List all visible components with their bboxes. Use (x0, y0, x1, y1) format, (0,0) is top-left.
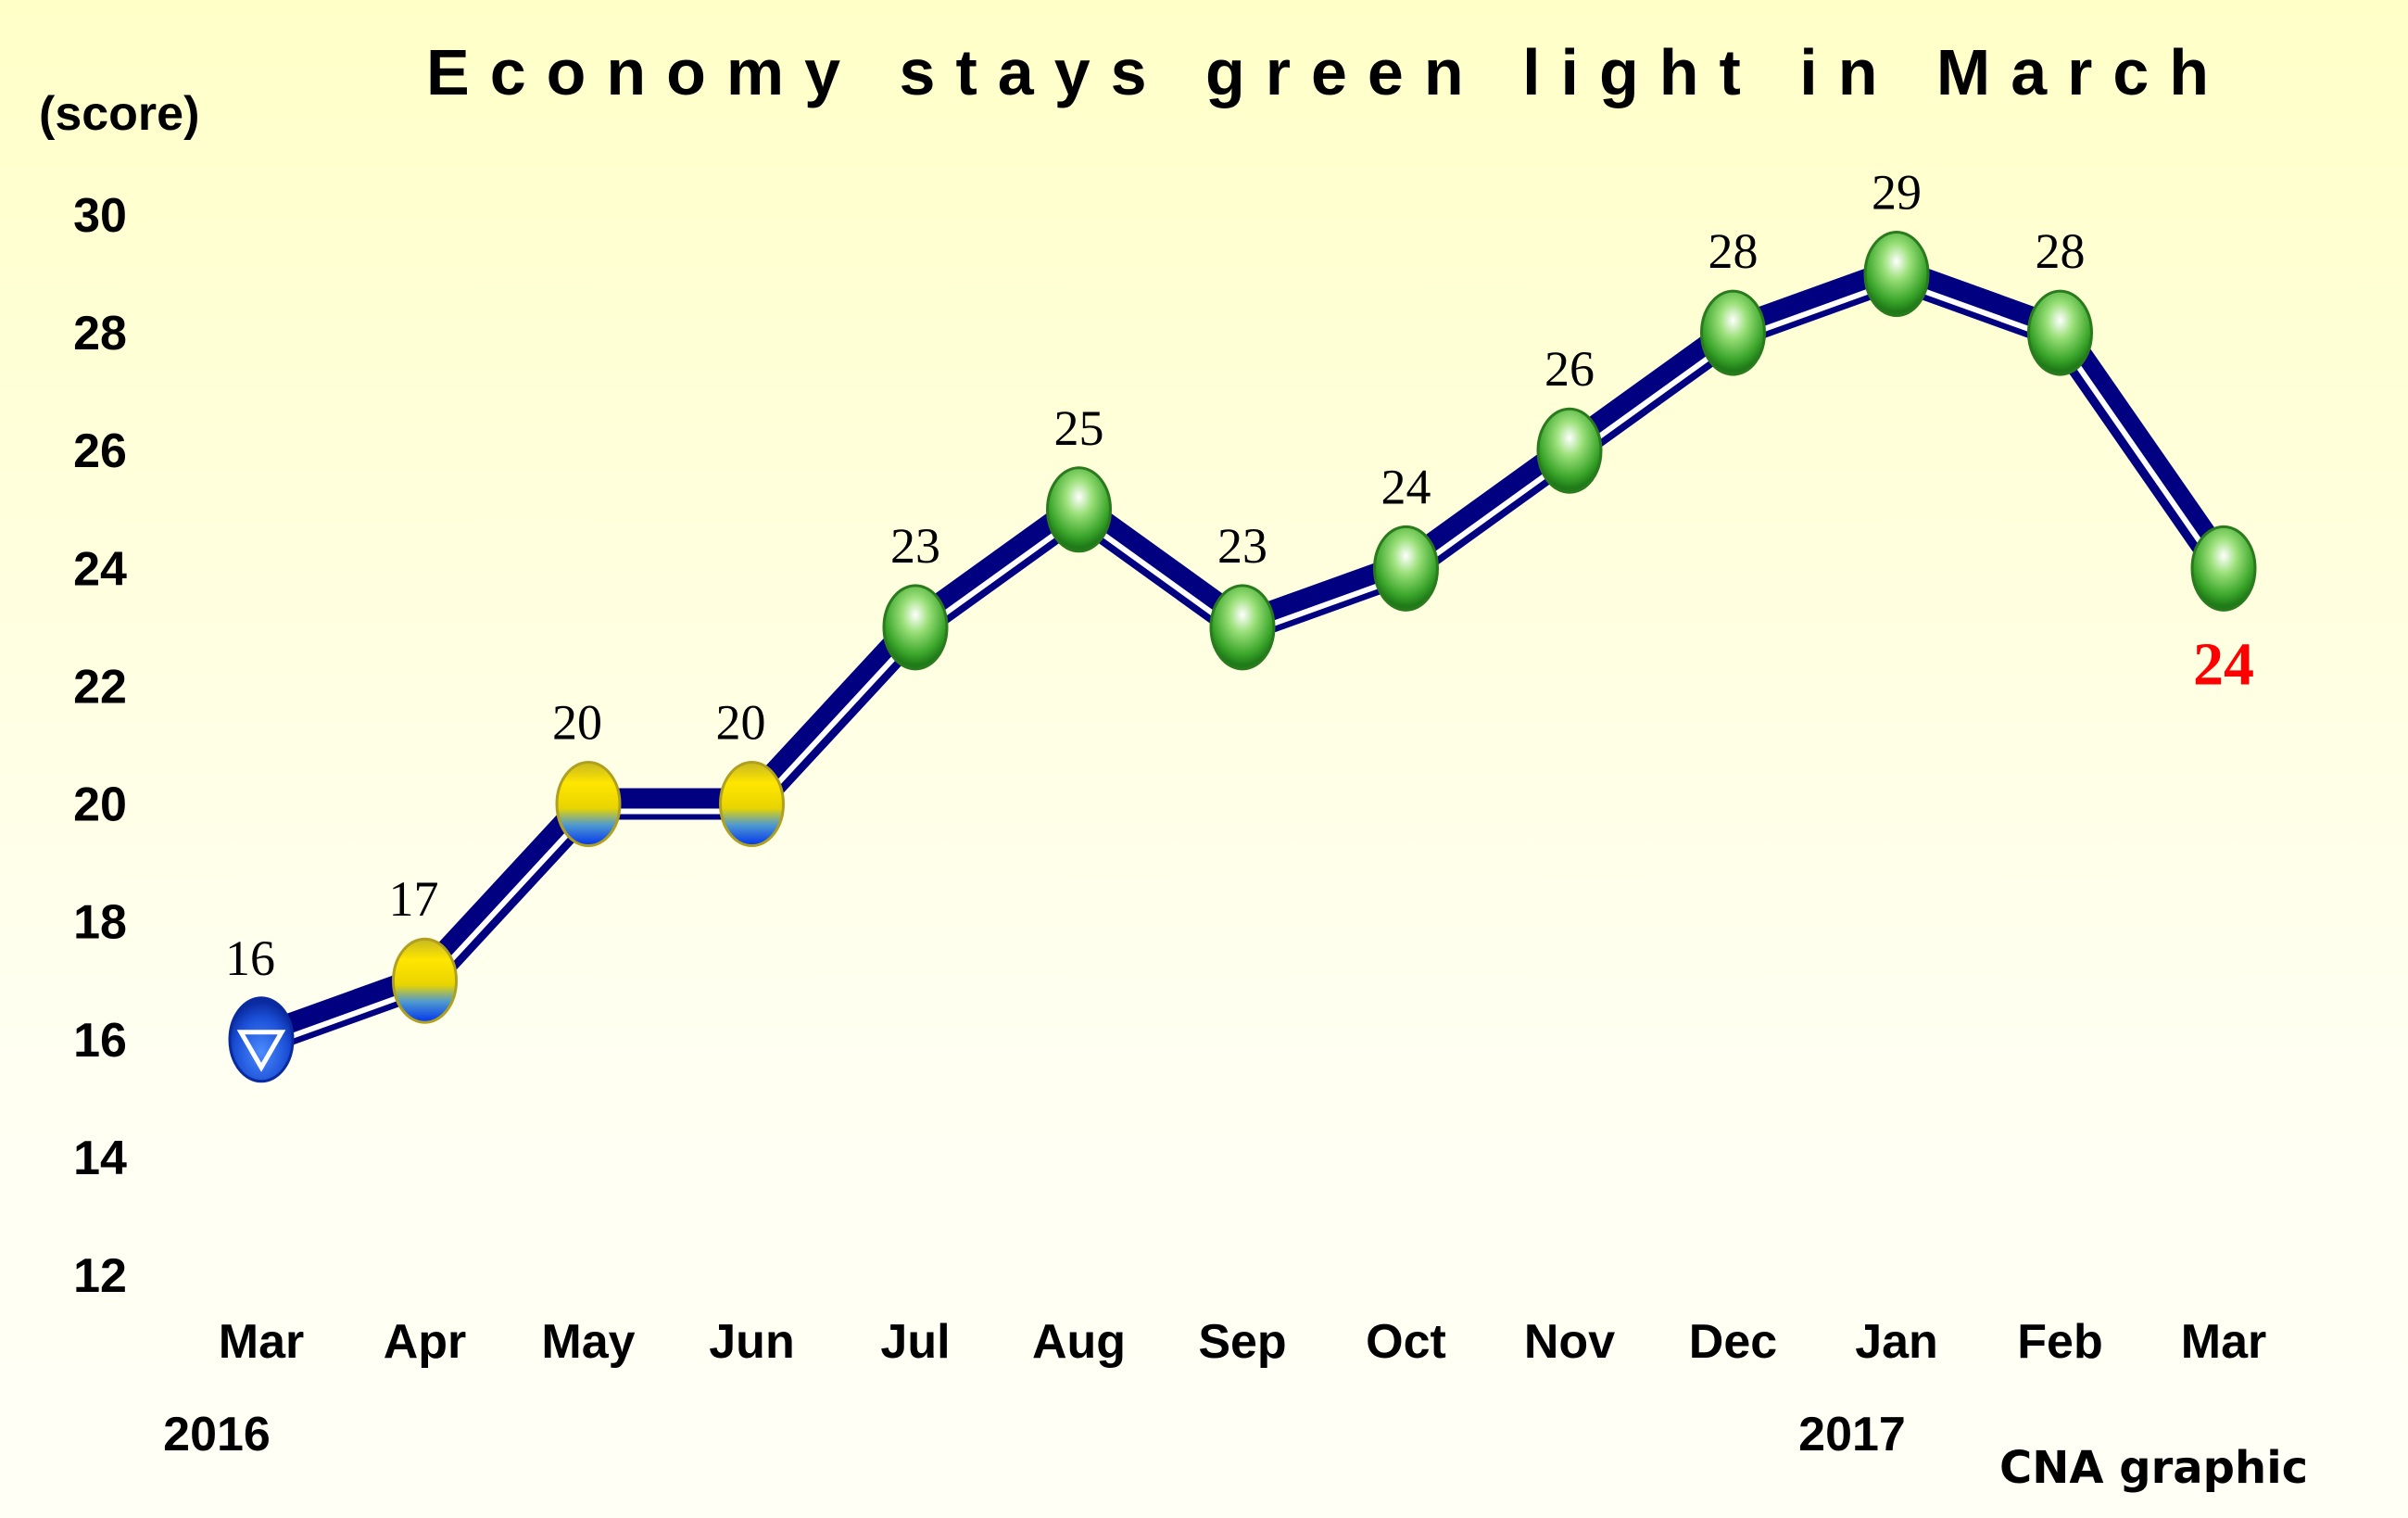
down-triangle-icon (236, 1030, 286, 1072)
data-point-yellow-blue (392, 937, 458, 1024)
y-tick-label: 26 (73, 424, 127, 478)
x-tick-label: Aug (1032, 1315, 1126, 1369)
data-label: 25 (1054, 400, 1104, 456)
y-tick-label: 22 (73, 660, 127, 714)
y-tick-label: 20 (73, 778, 127, 832)
data-point-yellow-blue (719, 761, 785, 848)
x-tick-label: Jul (880, 1315, 950, 1369)
data-point-green (1863, 231, 1930, 318)
data-label: 16 (225, 930, 275, 986)
data-point-green (2027, 289, 2093, 376)
x-tick-label: Oct (1366, 1315, 1446, 1369)
data-label: 28 (2036, 223, 2086, 279)
y-tick-label: 24 (73, 542, 127, 596)
y-tick-label: 12 (73, 1249, 127, 1303)
credit: CNA graphic (1999, 1442, 2308, 1494)
x-tick-label: Apr (384, 1315, 467, 1369)
y-tick-label: 14 (73, 1132, 127, 1185)
year-label: 2016 (163, 1408, 271, 1461)
y-axis-label: (score) (39, 87, 199, 141)
data-point-green (1373, 525, 1439, 612)
x-tick-label: Jan (1855, 1315, 1938, 1369)
data-label: 24 (1381, 459, 1431, 514)
y-tick-label: 16 (73, 1014, 127, 1068)
data-label: 29 (1872, 165, 1922, 221)
data-point-blue (228, 996, 295, 1083)
data-label: 23 (1217, 518, 1267, 574)
data-label: 26 (1544, 341, 1595, 397)
x-tick-label: Dec (1689, 1315, 1777, 1369)
y-tick-label: 28 (73, 307, 127, 361)
data-label: 28 (1708, 223, 1759, 279)
data-point-green (1046, 466, 1112, 553)
data-point-yellow-blue (555, 761, 622, 848)
chart-title: Economy stays green light in March (426, 36, 2229, 108)
data-label: 20 (552, 695, 602, 751)
x-tick-label: Nov (1524, 1315, 1615, 1369)
data-label-latest: 24 (2193, 630, 2254, 698)
data-point-green (1536, 407, 1603, 494)
data-label: 20 (716, 695, 766, 751)
data-point-green (1700, 289, 1766, 376)
data-point-green (882, 584, 949, 671)
x-tick-label: May (541, 1315, 635, 1369)
y-tick-label: 30 (73, 189, 127, 243)
data-point-green (2190, 525, 2257, 612)
x-tick-label: Feb (2017, 1315, 2102, 1369)
data-label: 23 (890, 518, 940, 574)
y-tick-label: 18 (73, 896, 127, 950)
year-label: 2017 (1798, 1408, 1906, 1461)
x-tick-label: Mar (219, 1315, 304, 1369)
x-tick-label: Mar (2181, 1315, 2266, 1369)
data-point-green (1209, 584, 1276, 671)
x-tick-label: Jun (709, 1315, 794, 1369)
x-tick-label: Sep (1198, 1315, 1286, 1369)
data-label: 17 (389, 871, 439, 927)
